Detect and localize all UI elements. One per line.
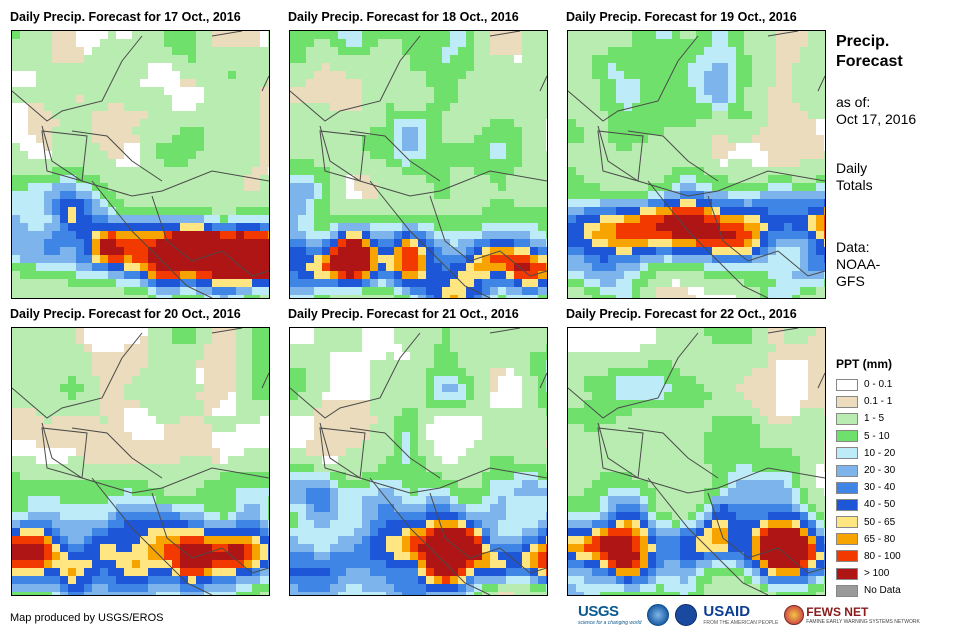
panel-title: Daily Precip. Forecast for 19 Oct., 2016 [566, 10, 797, 24]
usaid-tagline: FROM THE AMERICAN PEOPLE [703, 620, 779, 626]
usaid-logo: USAID FROM THE AMERICAN PEOPLE [703, 603, 778, 626]
precip-grid [290, 31, 547, 298]
legend-item: 5 - 10 [836, 428, 901, 445]
legend-swatch [836, 533, 858, 546]
legend-item: 10 - 20 [836, 445, 901, 462]
legend-item: 1 - 5 [836, 410, 901, 427]
legend-label: 10 - 20 [864, 447, 896, 459]
precip-map [567, 30, 826, 299]
panel-title: Daily Precip. Forecast for 21 Oct., 2016 [288, 307, 519, 321]
legend-label: 50 - 65 [864, 516, 896, 528]
legend-swatch [836, 550, 858, 563]
legend-swatch [836, 584, 858, 597]
source-label: Data: [836, 239, 870, 255]
map-credit: Map produced by USGS/EROS [10, 612, 164, 624]
side-info: Precip. Forecast as of: Oct 17, 2016 Dai… [836, 32, 916, 290]
precip-grid [568, 328, 825, 595]
usgs-tagline: science for a changing world [578, 620, 642, 626]
legend-label: 65 - 80 [864, 533, 896, 545]
legend-swatch [836, 567, 858, 580]
precip-map [289, 327, 548, 596]
legend-label: 0 - 0.1 [864, 379, 893, 391]
precip-grid [12, 31, 269, 298]
totals-label-2: Totals [836, 177, 873, 193]
legend-swatch [836, 378, 858, 391]
noaa-logo [647, 603, 670, 626]
precip-grid [290, 328, 547, 595]
legend-swatch [836, 395, 858, 408]
legend-item: 80 - 100 [836, 548, 901, 565]
legend-label: 20 - 30 [864, 465, 896, 477]
legend-label: 1 - 5 [864, 413, 885, 425]
legend-swatch [836, 447, 858, 460]
fewsnet-tagline: FAMINE EARLY WARNING SYSTEMS NETWORK [806, 618, 920, 625]
legend-label: 5 - 10 [864, 430, 890, 442]
precip-map [289, 30, 548, 299]
fewsnet-logo: FEWS NET FAMINE EARLY WARNING SYSTEMS NE… [784, 604, 920, 625]
legend: 0 - 0.1 0.1 - 1 1 - 5 5 - 10 10 - 20 20 - 30 3… [836, 376, 901, 599]
legend-swatch [836, 412, 858, 425]
legend-heading: Precip. [836, 33, 890, 50]
precip-map [11, 327, 270, 596]
totals-label: Daily [836, 160, 868, 176]
precip-map [11, 30, 270, 299]
legend-item: 50 - 65 [836, 514, 901, 531]
legend-item: 20 - 30 [836, 462, 901, 479]
precip-grid [12, 328, 269, 595]
legend-item: > 100 [836, 565, 901, 582]
precip-map [567, 327, 826, 596]
legend-label: 40 - 50 [864, 499, 896, 511]
panel-title: Daily Precip. Forecast for 20 Oct., 2016 [10, 307, 241, 321]
fewsnet-logo-text: FEWS NET [806, 604, 869, 619]
legend-label: No Data [864, 585, 901, 597]
legend-title: PPT (mm) [836, 357, 893, 371]
legend-label: 30 - 40 [864, 482, 896, 494]
fewsnet-globe-icon [784, 604, 805, 625]
legend-swatch [836, 464, 858, 477]
panel-title: Daily Precip. Forecast for 17 Oct., 2016 [10, 10, 241, 24]
legend-swatch [836, 516, 858, 529]
usgs-logo-text: USGS [578, 603, 619, 620]
precip-grid [568, 31, 825, 298]
logo-bar: USGS science for a changing world USAID … [578, 603, 920, 626]
legend-swatch [836, 430, 858, 443]
nasa-logo [675, 603, 698, 626]
legend-label: > 100 [864, 568, 890, 580]
legend-heading-2: Forecast [836, 53, 903, 70]
asof-label: as of: [836, 94, 871, 110]
source-name-2: GFS [836, 273, 865, 289]
legend-item: No Data [836, 582, 901, 599]
legend-swatch [836, 498, 858, 511]
source-name: NOAA- [836, 256, 881, 272]
legend-swatch [836, 481, 858, 494]
legend-label: 80 - 100 [864, 550, 901, 562]
legend-item: 0.1 - 1 [836, 393, 901, 410]
legend-item: 40 - 50 [836, 496, 901, 513]
asof-date: Oct 17, 2016 [836, 111, 917, 127]
legend-item: 30 - 40 [836, 479, 901, 496]
usaid-logo-text: USAID [703, 603, 751, 620]
panel-title: Daily Precip. Forecast for 18 Oct., 2016 [288, 10, 519, 24]
legend-item: 65 - 80 [836, 531, 901, 548]
legend-item: 0 - 0.1 [836, 376, 901, 393]
panel-title: Daily Precip. Forecast for 22 Oct., 2016 [566, 307, 797, 321]
usgs-logo: USGS science for a changing world [578, 603, 641, 626]
legend-label: 0.1 - 1 [864, 396, 893, 408]
